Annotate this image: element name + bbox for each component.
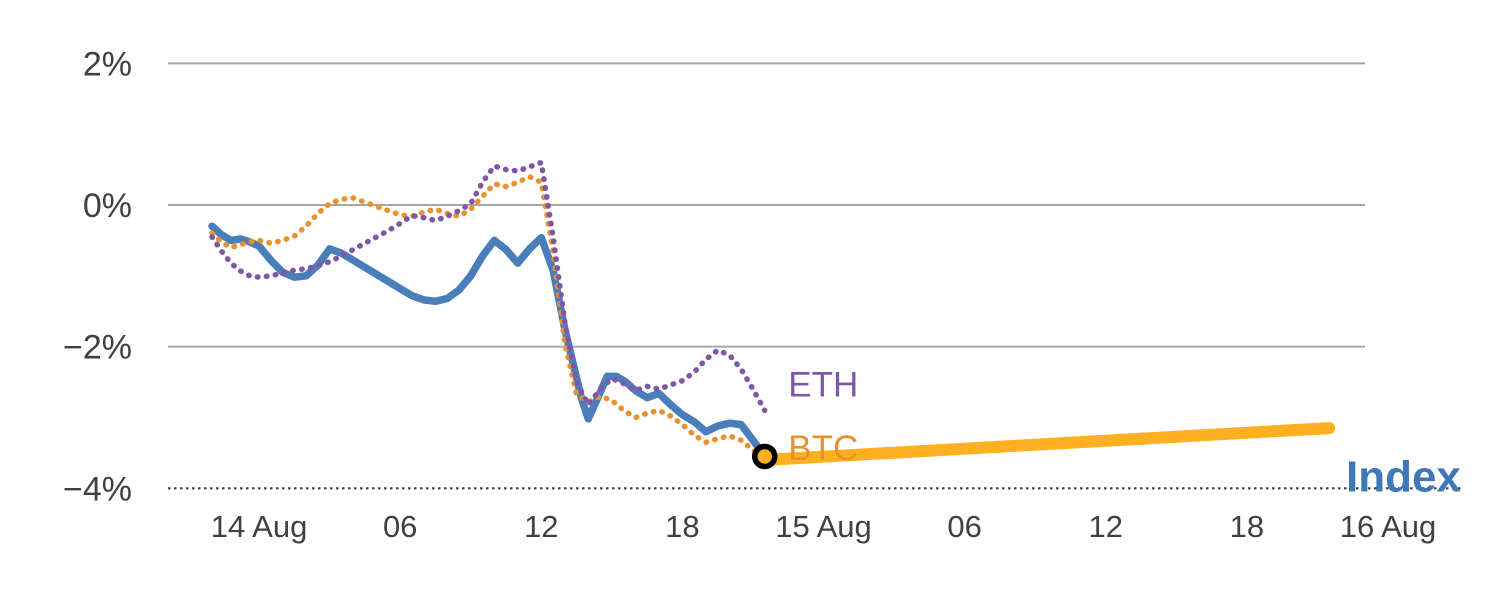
x-tick-label: 14 Aug (211, 509, 308, 544)
y-tick-label: 0% (83, 187, 132, 225)
x-tick-label: 15 Aug (775, 509, 872, 544)
series-label-eth: ETH (788, 365, 858, 404)
x-tick-label: 12 (524, 509, 558, 544)
x-tick-label: 12 (1089, 509, 1123, 544)
y-tick-label: 2% (83, 45, 132, 83)
event-marker (751, 443, 778, 470)
x-tick-label: 06 (947, 509, 981, 544)
series-btc-line (209, 173, 768, 463)
series-label-btc: BTC (788, 429, 858, 468)
y-tick-label: −4% (63, 470, 132, 508)
x-tick-label: 16 Aug (1340, 509, 1437, 544)
x-tick-label: 06 (383, 509, 417, 544)
series-eth-line (209, 159, 768, 414)
y-tick-label: −2% (63, 329, 132, 367)
series-index-line (208, 222, 769, 461)
series-label-index: Index (1346, 452, 1461, 501)
x-tick-label: 18 (665, 509, 699, 544)
series-index-projection-line (758, 422, 1336, 466)
x-tick-label: 18 (1230, 509, 1264, 544)
